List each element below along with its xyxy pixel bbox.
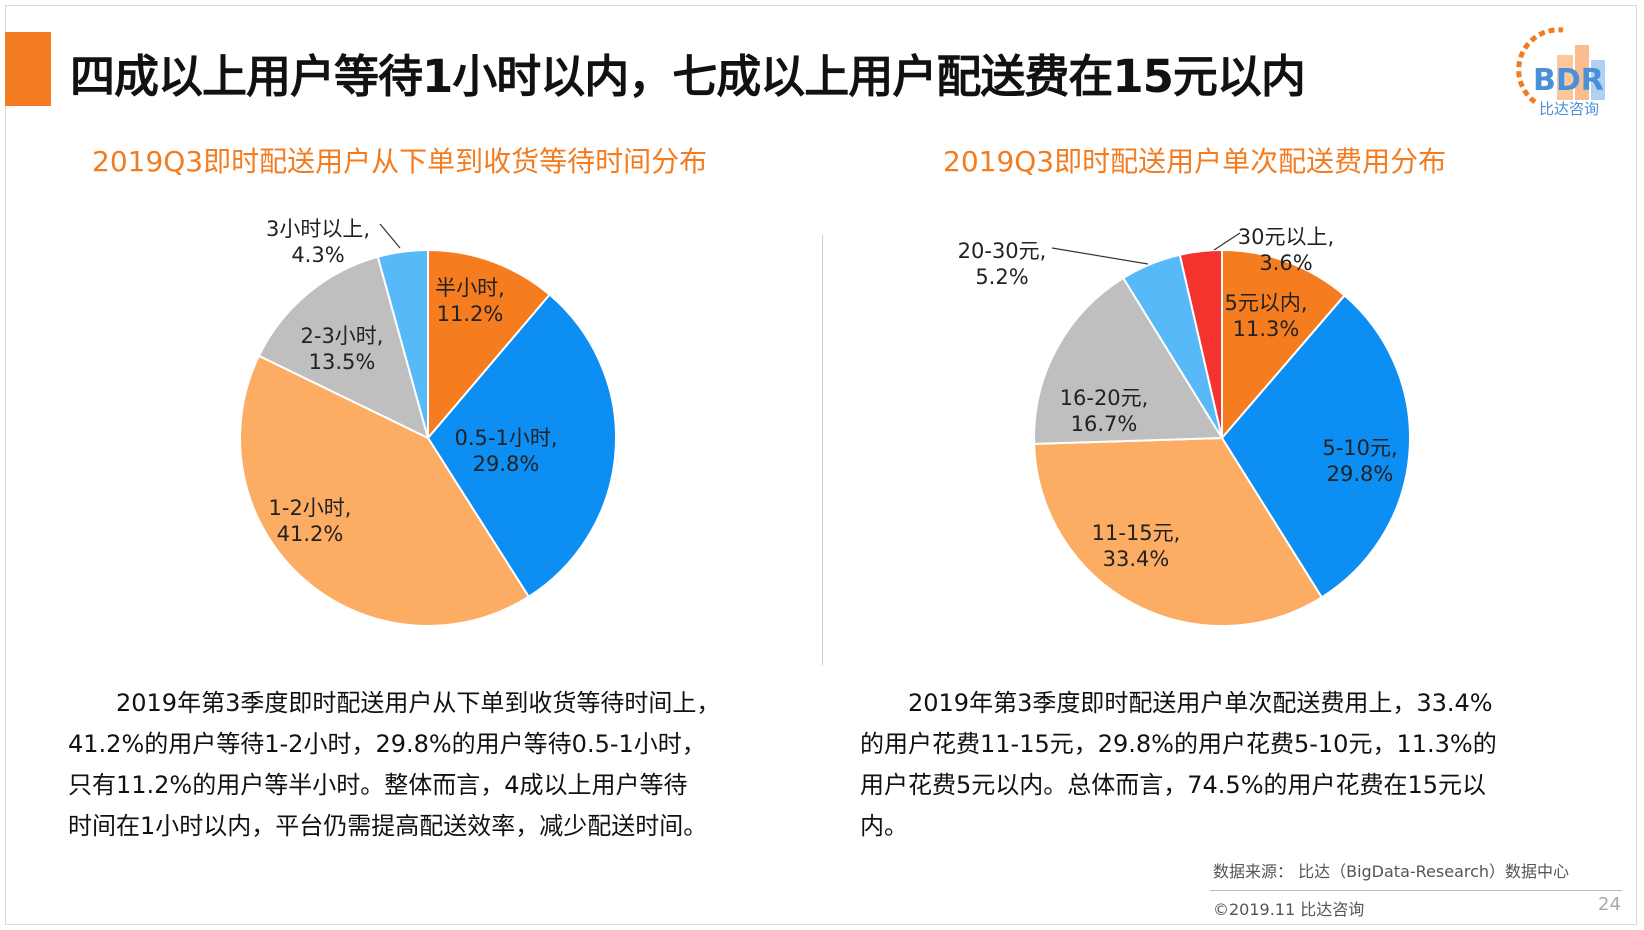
chart1-slice-2 (239, 354, 531, 627)
chart2-slice-1 (1220, 294, 1411, 599)
data-source: 数据来源： 比达（BigData-Research）数据中心 (1213, 862, 1570, 881)
bdr-logo-icon: BDR (1516, 27, 1605, 105)
chart2-leader-line-4 (1051, 247, 1149, 265)
copyright: ©2019.11 比达咨询 (1213, 900, 1365, 919)
chart2-label-category-3: 16-20元, (1060, 386, 1149, 410)
summary-line: 时间在1小时以内，平台仍需提高配送效率，减少配送时间。 (68, 812, 708, 840)
chart2-label-value-2: 33.4% (1103, 547, 1170, 571)
page-number: 24 (1598, 894, 1621, 915)
summary-line: 41.2%的用户等待1-2小时，29.8%的用户等待0.5-1小时， (68, 730, 706, 758)
chart2-slice-0 (1221, 248, 1346, 441)
chart2-leader-line-5 (1213, 232, 1241, 251)
chart1-label-category-2: 1-2小时, (269, 496, 352, 520)
logo-text: BDR (1533, 63, 1604, 98)
chart1-slice-3 (257, 255, 430, 440)
chart2-slice-5 (1178, 248, 1223, 439)
chart1-label-category-3: 2-3小时, (301, 324, 384, 348)
chart1-label-value-1: 29.8% (473, 452, 540, 476)
chart1-label-category-0: 半小时, (435, 276, 505, 300)
page-title: 四成以上用户等待1小时以内，七成以上用户配送费在15元以内 (70, 50, 1306, 103)
footer-divider (1210, 890, 1622, 891)
chart2-label-value-4: 5.2% (975, 265, 1028, 289)
chart2-label-value-3: 16.7% (1071, 412, 1138, 436)
chart1-slice-4 (376, 248, 429, 439)
chart2-label-value-0: 11.3% (1233, 317, 1300, 341)
chart2-slice-2 (1033, 436, 1324, 627)
chart1-label-value-4: 4.3% (291, 243, 344, 267)
chart2-label-category-2: 11-15元, (1092, 521, 1181, 545)
summary-line: 2019年第3季度即时配送用户单次配送费用上，33.4% (860, 689, 1493, 717)
title-accent-bar (5, 32, 51, 106)
chart1-slice-1 (426, 293, 617, 599)
chart1-label-value-2: 41.2% (277, 522, 344, 546)
chart2-label-value-1: 29.8% (1327, 462, 1394, 486)
chart1-label-value-0: 11.2% (437, 302, 504, 326)
chart2-label-category-1: 5-10元, (1322, 436, 1397, 460)
chart1-title: 2019Q3即时配送用户从下单到收货等待时间分布 (92, 145, 708, 178)
summary-line: 的用户花费11-15元，29.8%的用户花费5-10元，11.3%的 (860, 730, 1497, 758)
chart1-leader-line-4 (379, 223, 401, 249)
summary-line: 用户花费5元以内。总体而言，74.5%的用户花费在15元以 (860, 771, 1487, 799)
summary-line: 2019年第3季度即时配送用户从下单到收货等待时间上， (68, 689, 721, 717)
chart2-title: 2019Q3即时配送用户单次配送费用分布 (943, 145, 1447, 178)
logo-caption: 比达咨询 (1539, 100, 1600, 118)
summary-text-fee: 2019年第3季度即时配送用户单次配送费用上，33.4% 的用户花费11-15元… (860, 683, 1600, 847)
chart1-label-value-3: 13.5% (309, 350, 376, 374)
chart1-slice-0 (427, 248, 552, 441)
pie-charts: 半小时,11.2%0.5-1小时,29.8%1-2小时,41.2%2-3小时,1… (239, 217, 1411, 627)
divider (822, 235, 823, 665)
chart2-slice-3 (1033, 276, 1224, 445)
summary-text-wait-time: 2019年第3季度即时配送用户从下单到收货等待时间上， 41.2%的用户等待1-… (68, 683, 808, 847)
chart2-label-category-4: 20-30元, (958, 239, 1047, 263)
chart1-label-category-4: 3小时以上, (266, 217, 370, 241)
summary-line: 内。 (860, 812, 908, 840)
chart2-label-category-5: 30元以上, (1238, 225, 1334, 249)
chart1-label-category-1: 0.5-1小时, (454, 426, 557, 450)
chart2-label-value-5: 3.6% (1259, 251, 1312, 275)
summary-line: 只有11.2%的用户等半小时。整体而言，4成以上用户等待 (68, 771, 688, 799)
chart2-label-category-0: 5元以内, (1224, 291, 1307, 315)
